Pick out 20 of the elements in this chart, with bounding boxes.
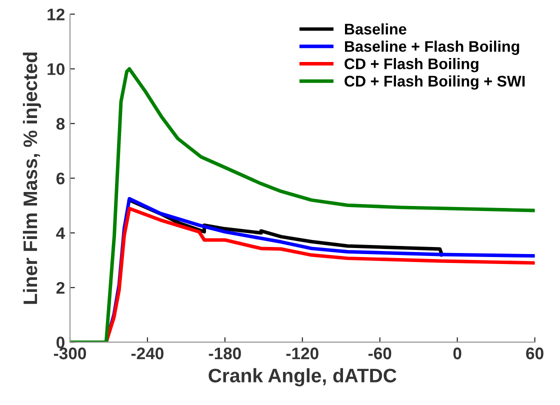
x-tick-label: -120 xyxy=(286,348,318,360)
x-axis-title: Crank Angle, dATDC xyxy=(208,368,396,386)
y-tick-label: 6 xyxy=(56,172,65,184)
x-tick-label: 0 xyxy=(453,348,462,360)
y-tick-label: 2 xyxy=(56,282,64,294)
y-tick-label: 4 xyxy=(56,227,66,239)
x-tick-label: -300 xyxy=(54,348,86,360)
y-tick-label: 10 xyxy=(48,63,64,76)
x-tick-label: -60 xyxy=(368,348,392,360)
x-tick-label: -180 xyxy=(208,348,241,360)
legend-label: CD + Flash Boiling + SWI xyxy=(344,75,525,90)
legend-label: Baseline xyxy=(345,23,406,35)
y-tick-label: 12 xyxy=(48,8,64,20)
y-tick-label: 0 xyxy=(56,336,64,348)
y-tick-label: 8 xyxy=(56,118,65,130)
x-tick-label: -240 xyxy=(131,348,164,360)
x-tick-label: 60 xyxy=(526,348,544,360)
legend-label: Baseline + Flash Boiling xyxy=(345,40,520,55)
y-axis-title: Liner Film Mass, % injected xyxy=(22,52,42,304)
legend-label: CD + Flash Boiling xyxy=(344,58,478,72)
